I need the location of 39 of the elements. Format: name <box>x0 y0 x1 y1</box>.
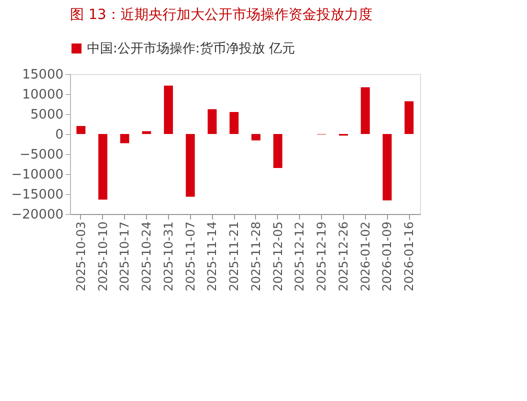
x-tick-label: 2025-11-21 <box>227 222 242 292</box>
y-tick-label: −10000 <box>11 168 64 182</box>
x-tick-label: 2026-01-09 <box>380 222 394 292</box>
bar <box>164 86 173 134</box>
y-tick-label: 10000 <box>22 88 64 102</box>
x-tick-label: 2025-10-10 <box>96 222 110 292</box>
x-tick-label: 2025-10-17 <box>118 222 132 292</box>
x-tick-label: 2026-01-02 <box>358 222 372 292</box>
y-tick-label: 0 <box>55 128 64 142</box>
bar <box>382 134 392 200</box>
legend-label: 中国:公开市场操作:货币净投放 亿元 <box>87 42 295 56</box>
y-tick-label: −15000 <box>11 188 64 202</box>
x-tick-label: 2026-01-16 <box>402 222 416 292</box>
y-tick-label: −5000 <box>20 148 64 162</box>
x-tick-label: 2025-11-14 <box>205 222 220 292</box>
y-tick-label: −20000 <box>11 208 64 222</box>
y-tick-label: 15000 <box>22 68 64 82</box>
bar <box>142 131 152 134</box>
bar <box>273 134 282 168</box>
x-tick-label: 2025-10-03 <box>74 222 88 292</box>
x-tick-label: 2025-12-19 <box>314 222 329 292</box>
x-tick-label: 2025-12-26 <box>336 222 350 292</box>
y-tick-label: 5000 <box>30 108 64 122</box>
bar <box>404 101 414 134</box>
bar <box>120 134 130 144</box>
bar <box>186 134 195 197</box>
x-tick-label: 2025-12-12 <box>292 222 307 292</box>
x-tick-label: 2025-12-05 <box>270 222 285 292</box>
bar <box>230 112 239 134</box>
bar <box>76 126 86 134</box>
chart-title: 图 13：近期央行加大公开市场操作资金投放力度 <box>70 7 372 23</box>
x-tick-label: 2025-10-24 <box>140 222 154 292</box>
bar <box>360 87 370 134</box>
bar <box>251 134 260 140</box>
x-tick-label: 2025-10-31 <box>161 222 176 292</box>
x-tick-label: 2025-11-07 <box>183 222 198 292</box>
x-tick-label: 2025-11-28 <box>248 222 263 292</box>
bar <box>98 134 108 200</box>
bar <box>208 109 217 134</box>
